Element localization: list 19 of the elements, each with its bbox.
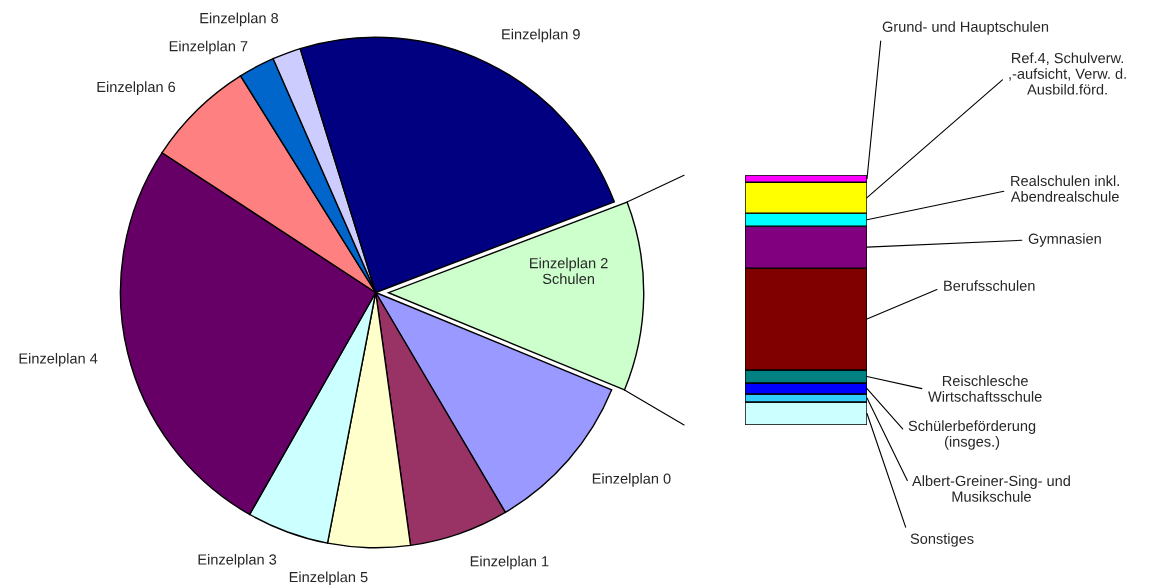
text: Sonstiges xyxy=(910,533,974,547)
slice-label: Einzelplan 6 xyxy=(97,81,176,95)
legend-label: Reischlesche Wirtschaftsschule xyxy=(928,375,1042,402)
text: Grund- und Hauptschulen xyxy=(882,21,1049,35)
slice-label: Einzelplan 9 xyxy=(502,28,580,43)
text: Ref.4, Schulverw. ,-aufsicht, Verw. d. Ausbild.förd. xyxy=(1009,52,1126,95)
text: Schülerbeförderung (insges.) xyxy=(908,420,1036,450)
text: Realschulen inkl. Abendrealschule xyxy=(1010,175,1119,202)
slice-label: Einzelplan 7 xyxy=(169,40,248,55)
text: Berufsschulen xyxy=(944,280,1035,291)
text: Gymnasien xyxy=(1028,233,1101,247)
slice-label: Einzelplan 1 xyxy=(470,555,549,570)
slice-label: Einzelplan 0 xyxy=(592,473,671,487)
text: Albert-Greiner-Sing- und Musikschule xyxy=(912,475,1070,502)
slice-label: Einzelplan 5 xyxy=(289,571,368,585)
slice-label: Einzelplan 4 xyxy=(19,352,98,367)
slice-label: Einzelplan 2 Schulen xyxy=(530,257,608,285)
slice-label: Einzelplan 8 xyxy=(200,12,279,27)
slice-label: Einzelplan 3 xyxy=(198,553,277,568)
